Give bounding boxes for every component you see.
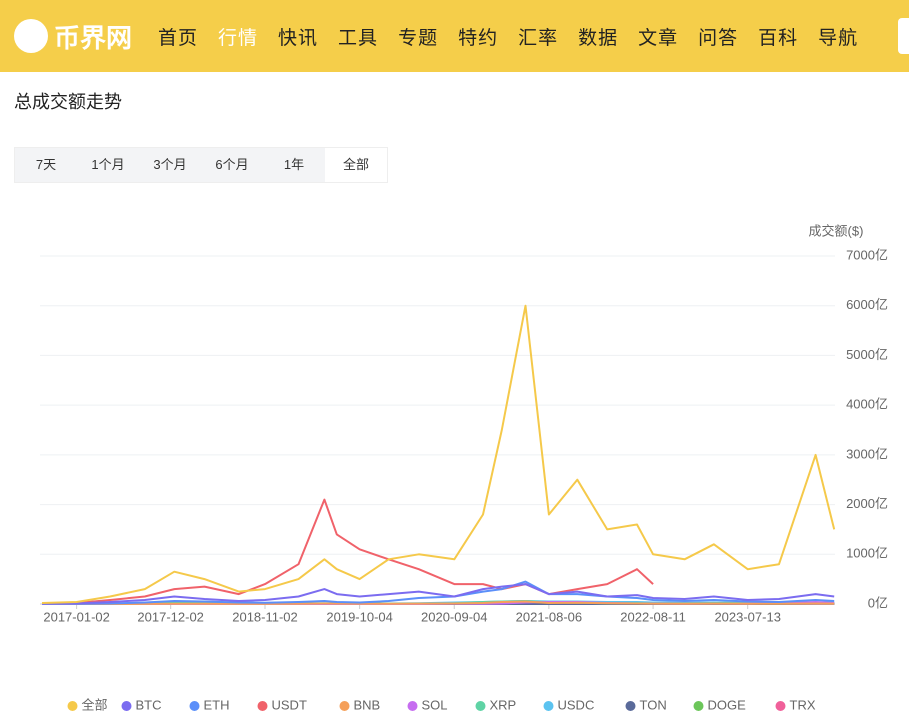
range-tabs: 7天 1个月 3个月 6个月 1年 全部 [14, 147, 388, 183]
legend-marker [543, 701, 554, 711]
x-tick-label: 2020-09-04 [421, 609, 488, 624]
y-tick-label: 6000亿 [846, 297, 888, 312]
range-tab[interactable]: 1个月 [91, 157, 125, 172]
range-tab[interactable]: 1年 [283, 157, 305, 172]
x-tick-label: 2018-11-02 [232, 609, 298, 624]
legend-marker [67, 701, 78, 711]
legend-label: XRP [490, 697, 517, 712]
nav-item[interactable]: 汇率 [518, 27, 559, 49]
range-tab[interactable]: 3个月 [153, 157, 187, 172]
legend-label: TON [640, 697, 667, 712]
legend-label: BTC [136, 697, 162, 712]
y-tick-label: 4000亿 [846, 397, 888, 412]
x-tick-label: 2017-01-02 [43, 609, 110, 624]
x-tick-label: 2021-08-06 [516, 609, 583, 624]
search-box[interactable] [898, 18, 909, 54]
nav-item[interactable]: 首页 [158, 27, 199, 49]
nav-item[interactable]: 百科 [758, 27, 799, 49]
legend-label: ETH [204, 697, 230, 712]
header: 币界网 首页 行情 快讯 工具 专题 特约 汇率 数据 文章 问答 百科 导航 [0, 0, 909, 72]
range-tab[interactable]: 6个月 [215, 157, 249, 172]
legend-marker [625, 701, 636, 711]
x-tick-label: 2017-12-02 [137, 609, 204, 624]
logo-icon [14, 19, 48, 53]
nav-item[interactable]: 导航 [818, 27, 859, 49]
legend-marker [407, 701, 418, 711]
legend-label: DOGE [708, 697, 747, 712]
legend-label: 全部 [82, 697, 108, 712]
range-tab[interactable]: 全部 [325, 148, 387, 182]
y-axis-title: 成交额($) [809, 223, 864, 238]
nav-item[interactable]: 专题 [398, 27, 439, 49]
nav-item[interactable]: 工具 [338, 27, 379, 49]
legend-label: TRX [790, 697, 816, 712]
y-tick-label: 7000亿 [846, 247, 888, 262]
legend-marker [121, 701, 132, 711]
nav: 首页 行情 快讯 工具 专题 特约 汇率 数据 文章 问答 百科 导航 [148, 0, 868, 72]
legend-marker [693, 701, 704, 711]
y-tick-label: 3000亿 [846, 446, 888, 461]
nav-item[interactable]: 问答 [698, 27, 739, 49]
range-tab[interactable]: 7天 [35, 157, 57, 172]
series-line [41, 304, 836, 604]
x-tick-label: 2023-07-13 [714, 609, 781, 624]
series-line [41, 583, 835, 605]
nav-item[interactable]: 快讯 [278, 27, 319, 49]
legend-label: BNB [354, 697, 381, 712]
series-line [41, 498, 654, 605]
nav-item[interactable]: 行情 [218, 27, 259, 49]
y-tick-label: 2000亿 [846, 496, 888, 511]
nav-item[interactable]: 文章 [638, 27, 679, 49]
x-tick-label: 2019-10-04 [326, 609, 393, 624]
y-tick-label: 1000亿 [846, 546, 888, 561]
logo[interactable]: 币界网 [14, 18, 132, 54]
series-line [42, 600, 835, 605]
x-tick-label: 2022-08-11 [620, 609, 686, 624]
legend-label: USDT [272, 697, 307, 712]
legend-marker [475, 701, 486, 711]
y-tick-label: 0亿 [868, 595, 888, 610]
y-tick-label: 5000亿 [846, 347, 888, 362]
legend-marker [257, 701, 268, 711]
legend-marker [775, 701, 786, 711]
legend-marker [339, 701, 350, 711]
legend-label: SOL [422, 697, 448, 712]
logo-text: 币界网 [54, 22, 133, 53]
nav-item[interactable]: 数据 [578, 27, 619, 49]
nav-item[interactable]: 特约 [458, 27, 499, 49]
legend-label: USDC [558, 697, 595, 712]
section-title: 总成交额走势 [14, 92, 122, 112]
legend-marker [189, 701, 200, 711]
